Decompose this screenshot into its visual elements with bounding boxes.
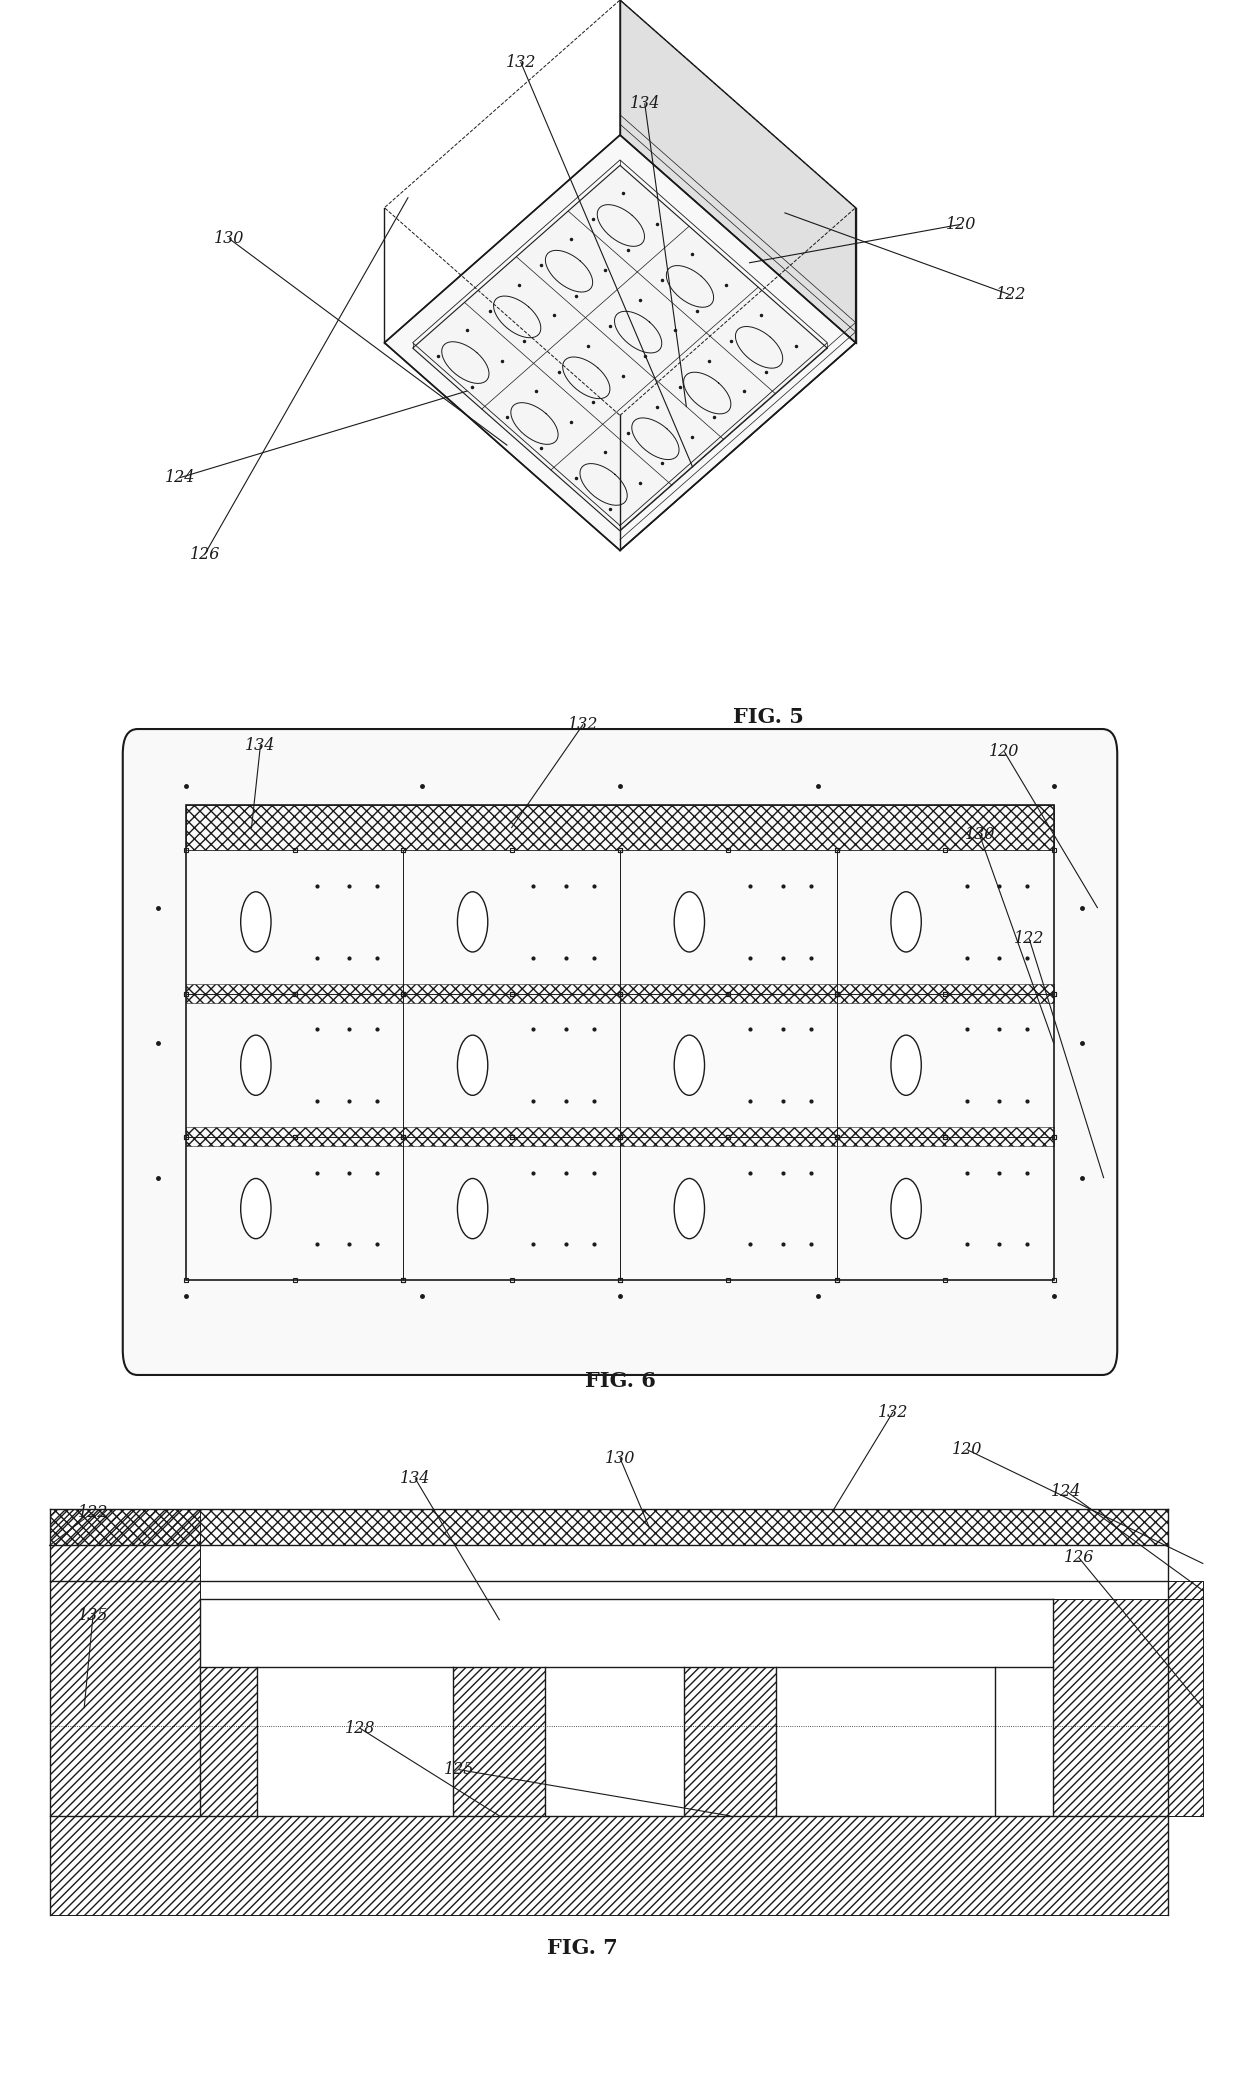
Text: 124: 124 [165,469,195,486]
Text: 124: 124 [1052,1483,1081,1500]
Bar [1168,1581,1203,1599]
Polygon shape [620,208,856,550]
Text: 135: 135 [78,1608,108,1624]
Bar [50,1510,1168,1545]
Text: 130: 130 [965,827,994,843]
Ellipse shape [675,1178,704,1238]
Ellipse shape [890,891,921,951]
Bar [186,984,1054,1003]
Ellipse shape [890,1034,921,1095]
Bar [186,1128,1054,1147]
Text: 125: 125 [444,1761,474,1778]
Text: 128: 128 [345,1720,374,1736]
Text: 130: 130 [215,231,244,247]
Text: 122: 122 [78,1504,108,1520]
Text: 134: 134 [246,737,275,754]
FancyBboxPatch shape [123,729,1117,1375]
Text: FIG. 7: FIG. 7 [547,1938,619,1959]
Text: 132: 132 [506,54,536,71]
Text: 120: 120 [952,1441,982,1458]
Ellipse shape [241,1034,272,1095]
Text: 134: 134 [630,96,660,112]
Ellipse shape [675,1034,704,1095]
Bar [50,1815,1168,1915]
Text: 120: 120 [946,216,976,233]
Text: 122: 122 [996,287,1025,303]
Ellipse shape [458,891,487,951]
Ellipse shape [241,891,272,951]
Polygon shape [384,135,856,550]
Bar [684,1668,776,1815]
Text: FIG. 6: FIG. 6 [584,1371,656,1392]
Text: 126: 126 [1064,1549,1094,1566]
Ellipse shape [241,1178,272,1238]
Bar [453,1668,546,1815]
Ellipse shape [675,891,704,951]
Text: 126: 126 [190,546,219,563]
Text: 122: 122 [1014,930,1044,947]
Bar [200,1668,257,1815]
Ellipse shape [458,1034,487,1095]
Text: FIG. 5: FIG. 5 [733,706,805,727]
Polygon shape [620,0,856,343]
Bar [1168,1599,1203,1815]
Text: 120: 120 [990,744,1019,760]
Bar [186,806,1054,1279]
Ellipse shape [458,1178,487,1238]
Text: 134: 134 [401,1471,430,1487]
Text: 130: 130 [605,1450,635,1466]
Ellipse shape [890,1178,921,1238]
Bar [1053,1599,1168,1815]
Bar [186,806,1054,849]
Text: 132: 132 [878,1404,908,1421]
Bar [50,1510,200,1815]
Polygon shape [413,166,827,532]
Text: 132: 132 [568,717,598,733]
